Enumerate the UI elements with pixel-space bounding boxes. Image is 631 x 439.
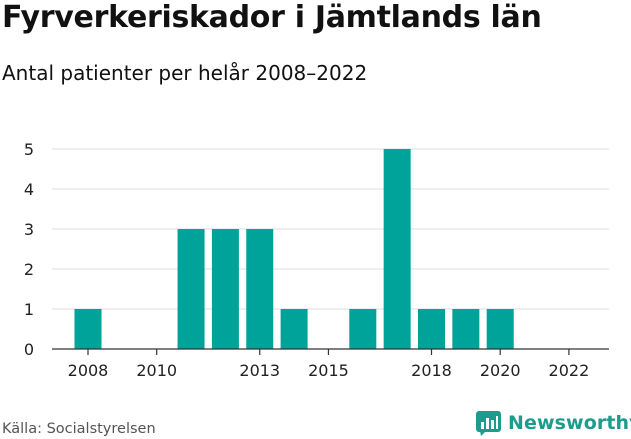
x-tick-label: 2013 <box>239 361 280 380</box>
chart-subtitle: Antal patienter per helår 2008–2022 <box>2 61 368 85</box>
x-tick-label: 2010 <box>136 361 177 380</box>
bar-2012 <box>211 229 239 349</box>
y-tick-label: 0 <box>24 340 34 359</box>
x-tick-label: 2008 <box>68 361 109 380</box>
bar-2018 <box>418 309 445 349</box>
bar-2008 <box>74 309 102 349</box>
source-note: Källa: Socialstyrelsen <box>2 421 156 437</box>
bar-2020 <box>486 309 514 349</box>
bar-2014 <box>280 309 308 349</box>
brand-name: Newsworthy <box>508 412 631 434</box>
bar-2013 <box>246 229 274 349</box>
x-tick-label: 2022 <box>549 361 590 380</box>
newsworthy-bars-icon <box>476 410 501 436</box>
bar-2011 <box>177 229 205 349</box>
y-tick-label: 2 <box>24 260 34 279</box>
x-tick-label: 2018 <box>411 361 452 380</box>
x-tick-label: 2020 <box>480 361 521 380</box>
y-tick-label: 3 <box>24 220 34 239</box>
bar-2017 <box>383 149 411 349</box>
chart-title: Fyrverkeriskador i Jämtlands län <box>2 0 542 35</box>
y-tick-label: 5 <box>24 140 34 159</box>
x-tick-label: 2015 <box>308 361 349 380</box>
bar-2019 <box>452 309 480 349</box>
newsworthy-logo: Newsworthy <box>476 409 631 437</box>
y-tick-label: 4 <box>24 180 34 199</box>
y-tick-label: 1 <box>24 300 34 319</box>
bar-2016 <box>349 309 377 349</box>
